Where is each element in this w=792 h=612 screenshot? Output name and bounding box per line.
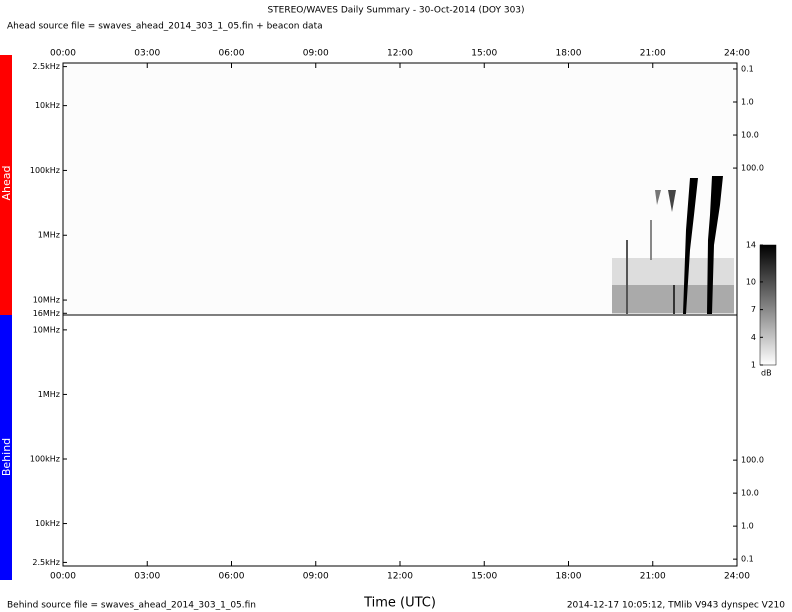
colorbar-label: dB bbox=[761, 369, 772, 378]
x-tick-label: 03:00 bbox=[134, 572, 160, 582]
behind-bar bbox=[0, 315, 12, 580]
ahead-source: Ahead source file = swaves_ahead_2014_30… bbox=[7, 22, 323, 32]
y2-tick-label: 10.0 bbox=[741, 489, 759, 498]
y-tick-label: 10kHz bbox=[35, 519, 60, 528]
y2-tick-label: 0.1 bbox=[741, 64, 754, 73]
y-tick-label: 1MHz bbox=[38, 390, 60, 399]
y-tick-label: 10kHz bbox=[35, 101, 60, 110]
x-tick-label: 00:00 bbox=[50, 572, 76, 582]
x-tick-label: 24:00 bbox=[724, 49, 750, 59]
x-tick-label: 09:00 bbox=[303, 572, 329, 582]
colorbar-tick-label: 14 bbox=[746, 241, 756, 250]
y-tick-label: 100kHz bbox=[30, 166, 60, 175]
y-tick-label: 2.5kHz bbox=[32, 62, 60, 71]
y-tick-label: 2.5kHz bbox=[32, 558, 60, 567]
x-tick-label: 09:00 bbox=[303, 49, 329, 59]
y-tick-label: 100kHz bbox=[30, 454, 60, 463]
panel-label: Ahead bbox=[0, 166, 13, 201]
colorbar bbox=[759, 244, 777, 366]
spectrogram-activity bbox=[612, 176, 734, 314]
x-tick-label: 21:00 bbox=[640, 49, 666, 59]
y-tick-label: 1MHz bbox=[38, 231, 60, 240]
y2-tick-label: 100.0 bbox=[741, 456, 764, 465]
y-tick-label: 10MHz bbox=[33, 325, 60, 334]
x-tick-label: 12:00 bbox=[387, 49, 413, 59]
ahead-bar bbox=[0, 55, 12, 315]
x-tick-label: 12:00 bbox=[387, 572, 413, 582]
y-tick-label: 16MHz bbox=[33, 309, 60, 318]
x-tick-label: 03:00 bbox=[134, 49, 160, 59]
x-tick-label: 15:00 bbox=[471, 49, 497, 59]
y2-tick-label: 1.0 bbox=[741, 522, 754, 531]
colorbar-tick-label: 7 bbox=[751, 305, 756, 314]
x-axis-title: Time (UTC) bbox=[363, 596, 436, 611]
y2-tick-label: 10.0 bbox=[741, 131, 759, 140]
y2-tick-label: 100.0 bbox=[741, 164, 764, 173]
colorbar-tick-label: 10 bbox=[746, 277, 756, 286]
x-tick-label: 00:00 bbox=[50, 49, 76, 59]
x-tick-label: 21:00 bbox=[640, 572, 666, 582]
y-tick-label: 10MHz bbox=[33, 296, 60, 305]
x-tick-label: 24:00 bbox=[724, 572, 750, 582]
y2-tick-label: 1.0 bbox=[741, 97, 754, 106]
footer: 2014-12-17 10:05:12, TMlib V943 dynspec … bbox=[567, 601, 785, 611]
x-tick-label: 18:00 bbox=[556, 49, 582, 59]
title: STEREO/WAVES Daily Summary - 30-Oct-2014… bbox=[267, 6, 524, 16]
panel-label: Behind bbox=[0, 438, 13, 476]
x-tick-label: 06:00 bbox=[219, 572, 245, 582]
x-tick-label: 15:00 bbox=[471, 572, 497, 582]
behind-source: Behind source file = swaves_ahead_2014_3… bbox=[7, 601, 256, 611]
colorbar-tick-label: 1 bbox=[751, 361, 756, 370]
x-tick-label: 06:00 bbox=[219, 49, 245, 59]
y2-tick-label: 0.1 bbox=[741, 555, 754, 564]
colorbar-tick-label: 4 bbox=[751, 333, 756, 342]
x-tick-label: 18:00 bbox=[556, 572, 582, 582]
